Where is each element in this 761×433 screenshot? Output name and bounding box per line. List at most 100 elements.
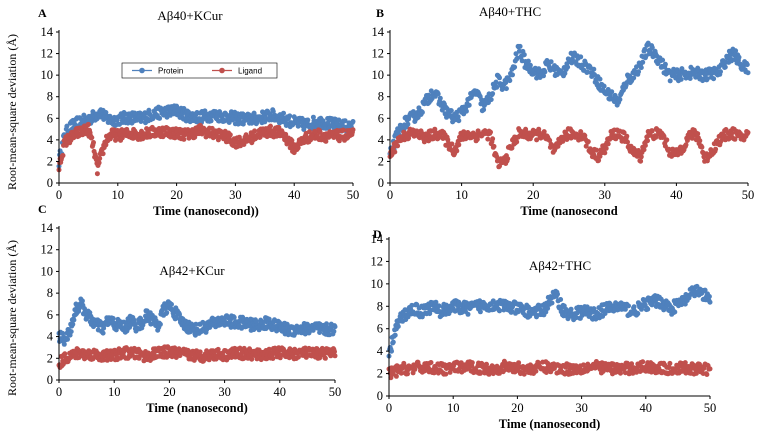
panel-b-y-tick-label: 4 — [378, 133, 385, 147]
panel-b: B Aβ40+THC 0 2 4 6 8 10 12 14 0 10 20 30 40 50 Time (nan… — [372, 4, 755, 218]
panel-d-x-tick-label: 20 — [511, 401, 524, 415]
panel-b-ligand-point — [421, 139, 427, 145]
panel-c-protein-point — [68, 329, 74, 335]
panel-b-label: B — [376, 6, 384, 20]
panel-d-protein-point — [534, 314, 539, 320]
panel-c-title: Aβ42+KCur — [159, 263, 225, 278]
panel-b-ligand-point — [641, 147, 647, 153]
panel-b-protein-point — [456, 118, 462, 124]
panel-b-protein-point — [678, 76, 684, 82]
panel-b-protein-point — [638, 65, 644, 71]
panel-d-protein-point — [392, 332, 398, 338]
panel-b-protein-point — [562, 70, 568, 76]
panel-b-protein-point — [597, 76, 603, 82]
panel-c-ligand-point — [295, 354, 301, 360]
panel-b-ligand-point — [582, 133, 588, 139]
panel-c-protein-point — [164, 310, 170, 316]
panel-a-ligand-point — [283, 131, 289, 137]
panel-b-protein-point — [578, 54, 584, 60]
panel-b-protein-point — [704, 76, 710, 82]
panel-d-series-ligand — [386, 358, 713, 381]
panel-b-protein-point — [569, 60, 575, 66]
panel-b-ligand-point — [642, 143, 648, 148]
panel-c-y-tick-label: 8 — [47, 286, 53, 300]
panel-a-ligand-point — [60, 153, 66, 158]
panel-a-x-tick-label: 0 — [56, 188, 62, 202]
panel-a-series-ligand — [56, 121, 356, 177]
panel-b-ligand-point — [729, 131, 734, 137]
panel-a-protein-point — [336, 117, 342, 123]
panel-a-x-tick-label: 50 — [347, 188, 360, 202]
panel-a-ligand-point — [91, 140, 96, 145]
panel-d-protein-point — [622, 306, 628, 312]
panel-d-ligand-point — [521, 371, 527, 377]
panel-a-x-tick-label: 10 — [112, 188, 125, 202]
panel-b-ligand-point — [603, 145, 609, 151]
panel-a-x-tick-label: 20 — [170, 188, 183, 202]
panel-c-y-tick-label: 6 — [47, 308, 53, 322]
panel-d-protein-point — [568, 306, 574, 312]
panel-d-x-tick-label: 0 — [386, 401, 392, 415]
panel-b-protein-point — [649, 45, 655, 51]
panel-d-protein-point — [672, 309, 678, 315]
panel-d-protein-point — [702, 287, 708, 293]
panel-d-protein-point — [490, 298, 496, 304]
panel-c-protein-point — [71, 317, 77, 323]
legend-box — [121, 62, 278, 79]
panel-b-ligand-point — [509, 145, 515, 151]
panel-a-ligand-point — [192, 134, 198, 140]
panel-c-protein-point — [231, 314, 237, 320]
panel-b-protein-point — [448, 108, 454, 114]
panel-b-protein-point — [548, 59, 554, 65]
panel-c-ligand-point — [62, 351, 68, 357]
panel-b-x-tick-label: 10 — [455, 188, 468, 202]
panel-d-ligand-point — [405, 371, 410, 377]
panel-b-y-tick-label: 2 — [378, 154, 384, 168]
panel-c-x-tick-label: 0 — [56, 385, 62, 399]
panel-b-x-tick-label: 40 — [670, 188, 683, 202]
panel-a-title: Aβ40+KCur — [157, 8, 223, 23]
panel-b-ligand-point — [732, 136, 738, 142]
panel-c-y-tick-label: 10 — [41, 264, 54, 278]
panel-c-y-tick-label: 4 — [47, 330, 54, 344]
panel-d-protein-point — [390, 339, 396, 345]
panel-d-protein-point — [679, 302, 685, 308]
panel-a-ligand-point — [94, 171, 100, 177]
panel-c-ligand-point — [215, 346, 221, 352]
legend: Protein Ligand — [121, 62, 278, 79]
panel-d-protein-point — [707, 299, 713, 305]
panel-c-ligand-point — [322, 355, 328, 361]
panel-b-ligand-point — [491, 143, 497, 149]
panel-b-y-tick-label: 12 — [372, 47, 385, 61]
panel-a-x-axis-title: Time (nanosecond)) — [153, 204, 259, 218]
panel-d-y-tick-label: 6 — [377, 322, 383, 336]
panel-a-protein-point — [270, 109, 276, 114]
panel-b-ligand-point — [456, 142, 462, 148]
panel-a-ligand-point — [268, 123, 273, 129]
panel-b-protein-point — [631, 75, 637, 81]
panel-d-y-tick-label: 12 — [371, 254, 384, 268]
panel-c-protein-point — [61, 341, 67, 347]
panel-c-ligand-point — [332, 349, 337, 355]
panel-b-ligand-point — [414, 128, 420, 134]
panel-d-protein-point — [645, 306, 651, 312]
panel-b-ligand-point — [547, 138, 553, 143]
panel-a-ligand-point — [340, 127, 346, 133]
panel-c-protein-point — [113, 327, 119, 333]
panel-b-protein-point — [455, 114, 461, 120]
panel-b-protein-point — [745, 70, 751, 76]
panel-b-protein-point — [510, 72, 515, 78]
panel-b-protein-point — [667, 78, 673, 84]
panel-b-ligand-point — [602, 150, 608, 156]
panel-c-protein-point — [91, 324, 96, 330]
panel-d-protein-point — [497, 308, 502, 314]
panel-b-protein-point — [722, 64, 728, 70]
panel-a-ligand-point — [103, 142, 109, 148]
panel-b-protein-point — [527, 62, 533, 68]
panel-a-y-tick-label: 2 — [47, 154, 53, 168]
panel-c-protein-point — [266, 316, 272, 322]
panel-b-protein-point — [419, 109, 425, 115]
panel-d-protein-point — [509, 308, 515, 314]
panel-c-x-tick-label: 50 — [329, 385, 342, 399]
